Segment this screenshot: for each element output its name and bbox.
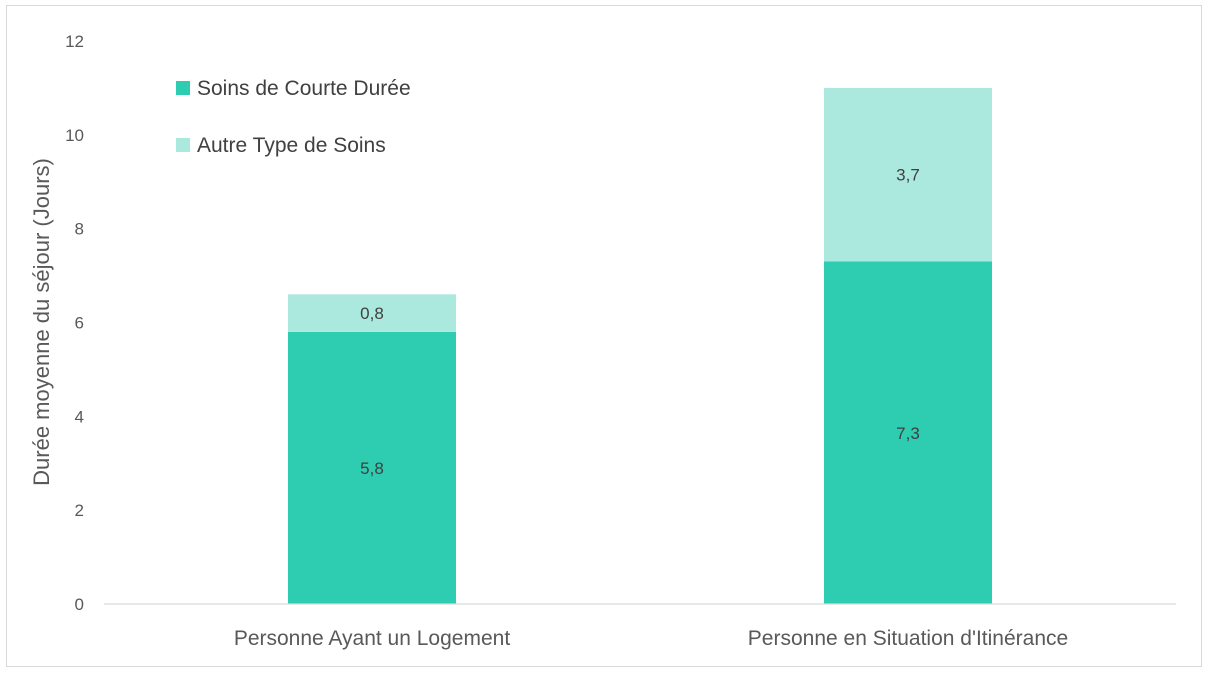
y-tick-label-8: 8 bbox=[75, 220, 84, 239]
bar-segment-soins-courte-duree-2 bbox=[824, 261, 992, 604]
y-tick-label-10: 10 bbox=[65, 126, 84, 145]
x-category-label-1: Personne Ayant un Logement bbox=[234, 627, 510, 650]
legend-label-autre-type-soins: Autre Type de Soins bbox=[197, 134, 386, 157]
y-tick-label-2: 2 bbox=[75, 501, 84, 520]
data-label-soins-courte-duree-2: 7,3 bbox=[896, 424, 920, 443]
y-ticks: 0 2 4 6 8 10 12 bbox=[65, 32, 84, 614]
y-axis-title-group: Durée moyenne du séjour (Jours) bbox=[29, 158, 54, 486]
data-labels: 5,8 0,8 7,3 3,7 bbox=[360, 166, 920, 478]
y-axis-title: Durée moyenne du séjour (Jours) bbox=[29, 158, 54, 486]
bars bbox=[288, 87, 992, 604]
bar-segment-soins-courte-duree-1 bbox=[288, 331, 456, 604]
chart-frame bbox=[6, 5, 1202, 667]
legend-swatch-autre-type-soins bbox=[176, 138, 190, 152]
data-label-autre-type-soins-1: 0,8 bbox=[360, 304, 384, 323]
y-tick-label-0: 0 bbox=[75, 595, 84, 614]
y-tick-label-12: 12 bbox=[65, 32, 84, 51]
y-tick-label-4: 4 bbox=[75, 407, 84, 426]
bar-segment-autre-type-soins-2 bbox=[824, 87, 992, 262]
y-tick-label-6: 6 bbox=[75, 314, 84, 333]
x-ticks: Personne Ayant un Logement Personne en Si… bbox=[234, 627, 1068, 650]
data-label-autre-type-soins-2: 3,7 bbox=[896, 166, 920, 185]
legend: Soins de Courte Durée Autre Type de Soins bbox=[176, 77, 411, 157]
bar-segment-autre-type-soins-1 bbox=[288, 294, 456, 332]
data-label-soins-courte-duree-1: 5,8 bbox=[360, 459, 384, 478]
legend-swatch-soins-courte-duree bbox=[176, 81, 190, 95]
x-category-label-2: Personne en Situation d'Itinérance bbox=[748, 627, 1068, 650]
legend-label-soins-courte-duree: Soins de Courte Durée bbox=[197, 77, 411, 100]
